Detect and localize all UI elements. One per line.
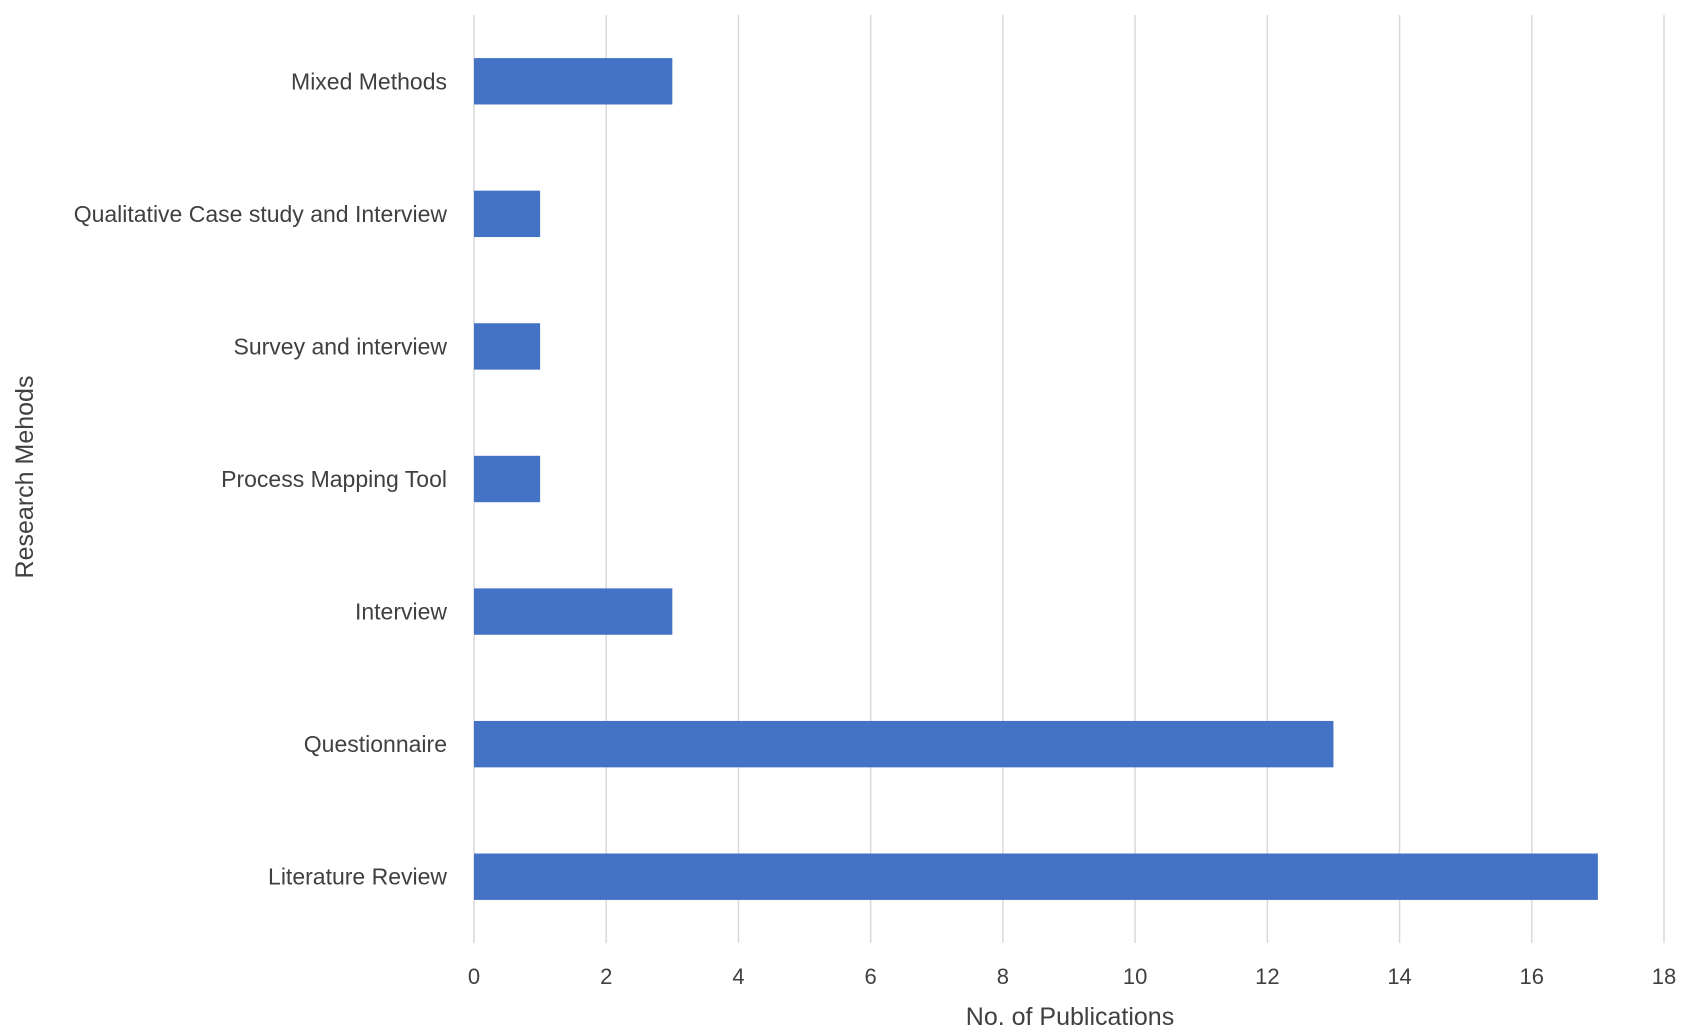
bars xyxy=(474,58,1598,900)
x-tick-label: 14 xyxy=(1387,964,1411,989)
x-tick-label: 8 xyxy=(997,964,1009,989)
bar xyxy=(474,190,541,238)
x-tick-label: 0 xyxy=(468,964,480,989)
x-tick-label: 2 xyxy=(600,964,612,989)
category-label: Mixed Methods xyxy=(291,68,447,94)
x-tick-label: 18 xyxy=(1652,964,1676,989)
x-tick-label: 16 xyxy=(1520,964,1544,989)
category-label: Interview xyxy=(355,599,447,625)
category-label: Survey and interview xyxy=(234,333,448,359)
bar xyxy=(474,853,1598,900)
gridlines xyxy=(473,15,1665,943)
bar xyxy=(474,455,541,503)
category-labels: Mixed Methods Qualitative Case study and … xyxy=(74,68,448,889)
bar xyxy=(474,58,673,105)
category-label: Questionnaire xyxy=(304,731,447,757)
bar xyxy=(474,323,541,370)
category-label: Qualitative Case study and Interview xyxy=(74,201,448,227)
y-axis-title: Research Mehods xyxy=(11,376,39,579)
x-tick-label: 6 xyxy=(865,964,877,989)
x-tick-label: 12 xyxy=(1255,964,1279,989)
x-tick-labels: 0 2 4 6 8 10 12 14 16 18 xyxy=(468,964,1676,989)
bar xyxy=(474,588,673,635)
x-axis-title: No. of Publications xyxy=(966,1003,1174,1031)
category-label: Process Mapping Tool xyxy=(221,466,447,492)
x-tick-label: 4 xyxy=(732,964,744,989)
bar xyxy=(474,720,1334,768)
x-tick-label: 10 xyxy=(1123,964,1147,989)
category-label: Literature Review xyxy=(268,864,447,890)
